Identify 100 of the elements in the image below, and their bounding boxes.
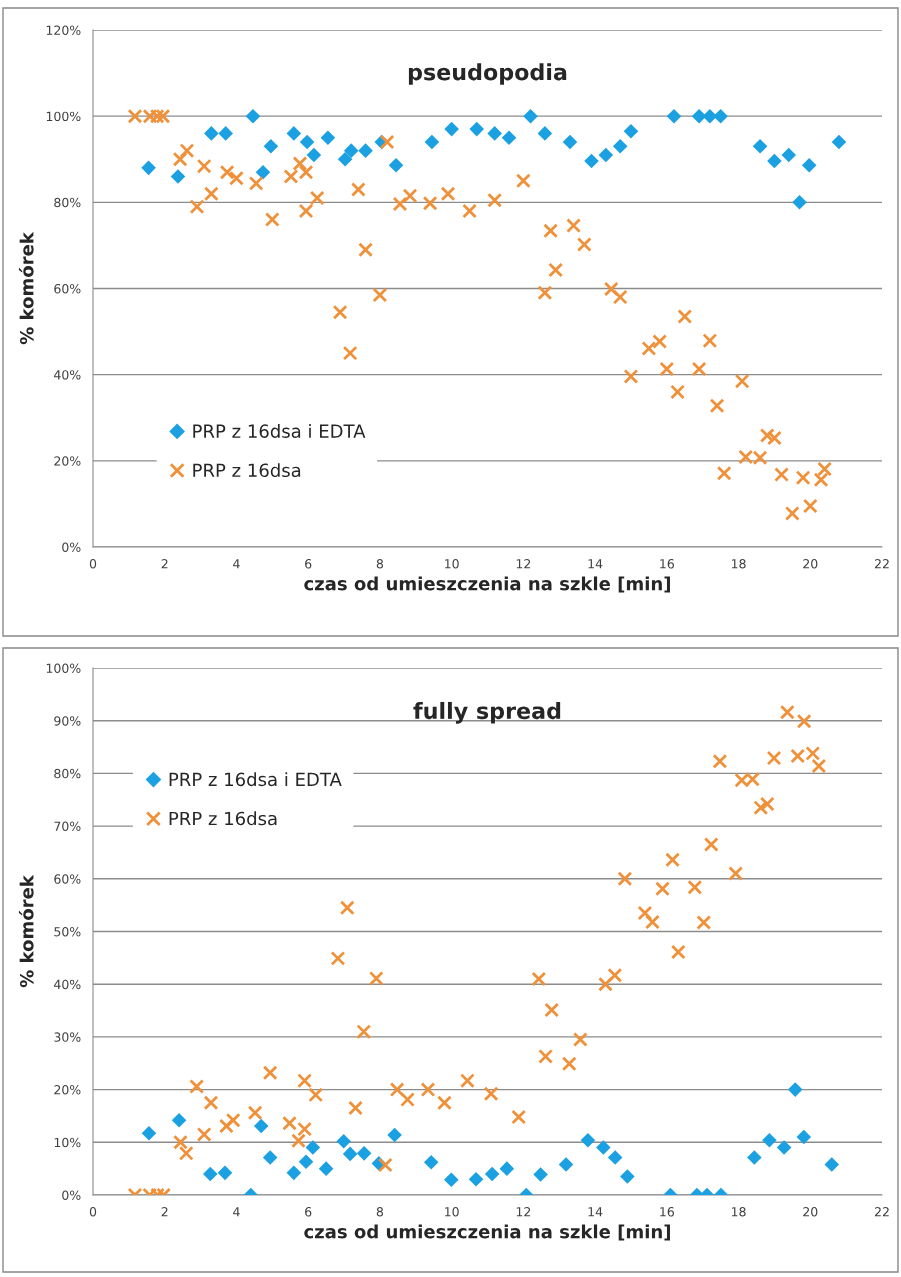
point xyxy=(291,1133,306,1149)
point xyxy=(283,169,299,184)
point xyxy=(170,169,186,184)
point xyxy=(203,1095,219,1111)
point xyxy=(612,289,628,305)
point xyxy=(468,1171,484,1187)
point xyxy=(487,192,503,208)
point xyxy=(831,134,847,150)
point xyxy=(444,121,459,137)
point xyxy=(400,1092,415,1108)
point xyxy=(709,398,725,414)
legend-label: PRP z 16dsa xyxy=(193,463,301,478)
point xyxy=(702,333,718,349)
point xyxy=(196,1126,212,1142)
point xyxy=(487,126,502,141)
point xyxy=(713,108,728,124)
point xyxy=(218,126,233,141)
point xyxy=(499,1161,515,1176)
y-tick-label: 30% xyxy=(54,1032,81,1042)
point xyxy=(202,1166,218,1182)
point xyxy=(501,130,517,145)
x-tick-label: 16 xyxy=(660,1207,674,1217)
point xyxy=(189,1079,205,1094)
point xyxy=(813,472,829,488)
y-tick-label: 100% xyxy=(46,111,81,122)
point xyxy=(523,108,538,124)
point xyxy=(330,950,346,966)
point xyxy=(286,126,302,141)
point xyxy=(306,147,322,163)
point xyxy=(702,108,718,124)
x-tick-label: 4 xyxy=(233,1207,240,1217)
point xyxy=(537,285,553,301)
point xyxy=(665,852,680,868)
point xyxy=(537,126,553,141)
point xyxy=(728,866,744,881)
x-tick-label: 12 xyxy=(516,559,531,569)
point xyxy=(548,262,564,278)
point xyxy=(623,368,639,384)
point xyxy=(776,1140,792,1155)
point xyxy=(217,1165,233,1181)
point xyxy=(767,430,782,446)
point xyxy=(379,134,395,150)
point xyxy=(677,309,693,324)
y-tick-label: 70% xyxy=(54,821,81,832)
point xyxy=(389,1082,405,1097)
point xyxy=(617,871,633,887)
point xyxy=(440,186,456,202)
point xyxy=(348,1100,363,1116)
point xyxy=(544,1002,560,1018)
x-tick-label: 18 xyxy=(731,1207,746,1217)
point xyxy=(543,223,559,239)
point xyxy=(612,139,628,154)
point xyxy=(637,905,653,921)
point xyxy=(387,1127,402,1143)
point xyxy=(368,971,384,986)
point xyxy=(796,713,812,729)
point xyxy=(712,753,728,769)
point xyxy=(342,1146,358,1162)
point xyxy=(696,915,712,930)
point xyxy=(469,121,485,137)
point xyxy=(356,1024,372,1040)
point xyxy=(337,151,353,167)
point xyxy=(297,1073,312,1089)
y-tick-label: 60% xyxy=(54,283,81,294)
point xyxy=(620,1169,635,1184)
y-tick-label: 0% xyxy=(62,1190,81,1200)
x-tick-label: 16 xyxy=(660,559,674,569)
x-tick-label: 6 xyxy=(305,1207,312,1217)
point xyxy=(691,361,707,377)
x-tick-label: 0 xyxy=(89,1207,97,1217)
point xyxy=(483,1086,499,1102)
y-axis-title: % komórek xyxy=(18,231,34,345)
point xyxy=(420,1082,436,1097)
point xyxy=(787,1082,803,1097)
point xyxy=(332,304,348,320)
point xyxy=(691,108,707,124)
point xyxy=(576,237,592,252)
x-tick-label: 12 xyxy=(516,1207,531,1217)
point xyxy=(734,373,750,389)
point xyxy=(141,1126,157,1141)
x-tick-label: 22 xyxy=(874,1207,889,1217)
point xyxy=(292,156,308,171)
point xyxy=(747,1150,762,1165)
point xyxy=(392,196,408,212)
point xyxy=(666,108,682,124)
point xyxy=(779,704,795,720)
legend-label: PRP z 16dsa xyxy=(169,811,277,826)
point xyxy=(204,126,219,141)
x-tick-label: 4 xyxy=(233,559,240,569)
point xyxy=(801,158,817,173)
point xyxy=(248,175,264,191)
y-tick-label: 40% xyxy=(54,979,81,990)
point xyxy=(817,461,833,477)
point xyxy=(298,164,314,180)
point xyxy=(189,199,205,215)
point xyxy=(753,800,769,816)
point xyxy=(372,287,388,303)
point xyxy=(402,188,418,204)
point xyxy=(762,1132,777,1148)
point xyxy=(645,914,660,930)
